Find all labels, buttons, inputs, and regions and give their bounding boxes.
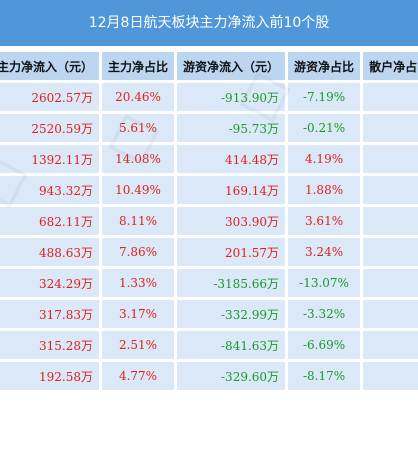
fund-flow-table: 主力净流入（元） 主力净占比 游资净流入（元） 游资净占比 散户净占比 2602… bbox=[0, 49, 418, 418]
table-row: 943.32万 10.49% 169.14万 1.88% bbox=[0, 176, 418, 204]
main-ratio-cell: 8.11% bbox=[102, 207, 175, 235]
header-main-ratio: 主力净占比 bbox=[102, 52, 175, 80]
hot-money-inflow-cell: 303.90万 bbox=[177, 207, 286, 235]
retail-ratio-cell bbox=[363, 269, 418, 297]
hot-money-ratio-cell: -6.69% bbox=[288, 331, 361, 359]
table-row: 192.58万 4.77% -329.60万 -8.17% bbox=[0, 362, 418, 390]
hot-money-inflow-cell: -913.90万 bbox=[177, 83, 286, 111]
main-ratio-cell: 3.17% bbox=[102, 300, 175, 328]
table-row: 317.83万 3.17% -332.99万 -3.32% bbox=[0, 300, 418, 328]
retail-ratio-cell bbox=[363, 114, 418, 142]
main-inflow-cell: 317.83万 bbox=[0, 300, 100, 328]
header-retail-ratio: 散户净占比 bbox=[363, 52, 418, 80]
main-ratio-cell: 10.49% bbox=[102, 176, 175, 204]
main-inflow-cell: 1392.11万 bbox=[0, 145, 100, 173]
main-ratio-cell: 5.61% bbox=[102, 114, 175, 142]
hot-money-ratio-cell: 4.19% bbox=[288, 145, 361, 173]
hot-money-ratio-cell: -0.21% bbox=[288, 114, 361, 142]
retail-ratio-cell bbox=[363, 300, 418, 328]
hot-money-inflow-cell: -3185.66万 bbox=[177, 269, 286, 297]
retail-ratio-cell bbox=[363, 83, 418, 111]
hot-money-inflow-cell: -329.60万 bbox=[177, 362, 286, 390]
table-row: 682.11万 8.11% 303.90万 3.61% bbox=[0, 207, 418, 235]
main-inflow-cell: 682.11万 bbox=[0, 207, 100, 235]
table-title: 12月8日航天板块主力净流入前10个股 bbox=[0, 0, 418, 46]
table-row: 2520.59万 5.61% -95.73万 -0.21% bbox=[0, 114, 418, 142]
hot-money-inflow-cell: -841.63万 bbox=[177, 331, 286, 359]
retail-ratio-cell bbox=[363, 362, 418, 390]
hot-money-inflow-cell: -95.73万 bbox=[177, 114, 286, 142]
hot-money-ratio-cell: 3.24% bbox=[288, 238, 361, 266]
retail-ratio-cell bbox=[363, 238, 418, 266]
retail-ratio-cell bbox=[363, 331, 418, 359]
hot-money-ratio-cell: -7.19% bbox=[288, 83, 361, 111]
header-hot-money-ratio: 游资净占比 bbox=[288, 52, 361, 80]
hot-money-ratio-cell: -8.17% bbox=[288, 362, 361, 390]
table-row: 2602.57万 20.46% -913.90万 -7.19% bbox=[0, 83, 418, 111]
hot-money-inflow-cell: 201.57万 bbox=[177, 238, 286, 266]
main-ratio-cell: 2.51% bbox=[102, 331, 175, 359]
table-row: 324.29万 1.33% -3185.66万 -13.07% bbox=[0, 269, 418, 297]
main-ratio-cell: 4.77% bbox=[102, 362, 175, 390]
main-ratio-cell: 7.86% bbox=[102, 238, 175, 266]
header-main-inflow: 主力净流入（元） bbox=[0, 52, 100, 80]
hot-money-inflow-cell: 414.48万 bbox=[177, 145, 286, 173]
main-inflow-cell: 324.29万 bbox=[0, 269, 100, 297]
main-inflow-cell: 2602.57万 bbox=[0, 83, 100, 111]
retail-ratio-cell bbox=[363, 207, 418, 235]
table-row: 315.28万 2.51% -841.63万 -6.69% bbox=[0, 331, 418, 359]
retail-ratio-cell bbox=[363, 145, 418, 173]
main-ratio-cell: 14.08% bbox=[102, 145, 175, 173]
main-inflow-cell: 943.32万 bbox=[0, 176, 100, 204]
hot-money-ratio-cell: -13.07% bbox=[288, 269, 361, 297]
header-row: 主力净流入（元） 主力净占比 游资净流入（元） 游资净占比 散户净占比 bbox=[0, 52, 418, 80]
hot-money-inflow-cell: -332.99万 bbox=[177, 300, 286, 328]
main-ratio-cell: 1.33% bbox=[102, 269, 175, 297]
hot-money-ratio-cell: 3.61% bbox=[288, 207, 361, 235]
hot-money-ratio-cell: -3.32% bbox=[288, 300, 361, 328]
main-inflow-cell: 2520.59万 bbox=[0, 114, 100, 142]
main-inflow-cell: 488.63万 bbox=[0, 238, 100, 266]
table-row: 1392.11万 14.08% 414.48万 4.19% bbox=[0, 145, 418, 173]
table-row: 488.63万 7.86% 201.57万 3.24% bbox=[0, 238, 418, 266]
retail-ratio-cell bbox=[363, 176, 418, 204]
main-ratio-cell: 20.46% bbox=[102, 83, 175, 111]
header-hot-money-inflow: 游资净流入（元） bbox=[177, 52, 286, 80]
hot-money-inflow-cell: 169.14万 bbox=[177, 176, 286, 204]
main-inflow-cell: 315.28万 bbox=[0, 331, 100, 359]
main-inflow-cell: 192.58万 bbox=[0, 362, 100, 390]
hot-money-ratio-cell: 1.88% bbox=[288, 176, 361, 204]
